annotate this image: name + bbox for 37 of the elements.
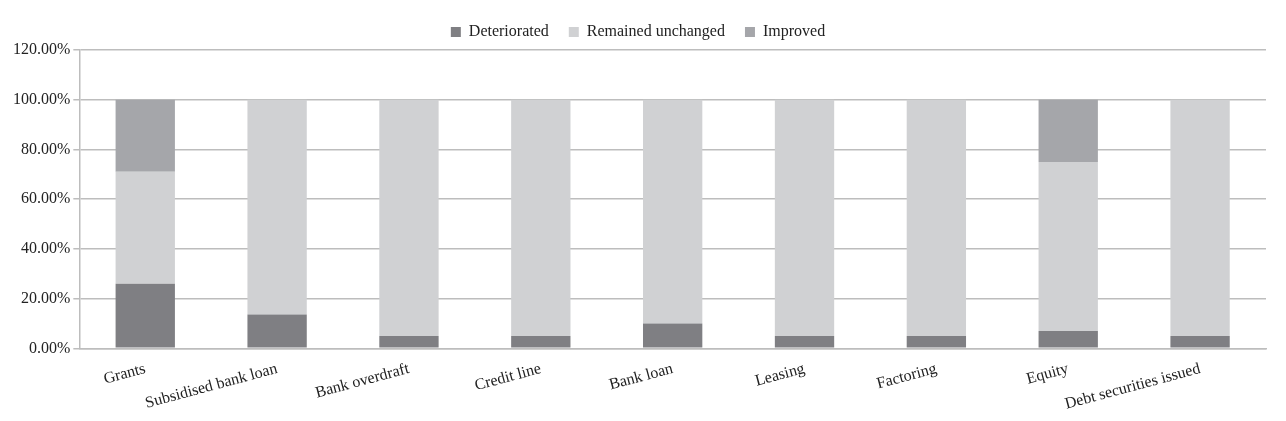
y-tick-label: 20.00% — [21, 288, 71, 306]
bar — [906, 335, 967, 348]
bar — [379, 99, 439, 336]
bar — [247, 99, 307, 315]
x-tick-label: Factoring — [874, 359, 939, 393]
y-tick-label: 120.00% — [13, 40, 71, 58]
bar — [1170, 335, 1230, 348]
x-tick-label: Credit line — [472, 359, 543, 394]
y-tick-label: 0.00% — [29, 338, 71, 356]
bar — [774, 335, 835, 348]
legend-label: Improved — [762, 22, 826, 41]
x-tick-label: Equity — [1024, 359, 1071, 388]
bar — [511, 99, 571, 336]
bar — [1038, 99, 1098, 162]
bar — [1038, 330, 1098, 348]
bar — [906, 99, 967, 336]
y-tick-label: 40.00% — [21, 239, 71, 257]
bar — [1170, 99, 1230, 336]
bar — [115, 171, 175, 284]
bar — [1038, 161, 1098, 331]
x-tick-label: Bank loan — [607, 359, 675, 393]
y-tick-label: 80.00% — [21, 139, 71, 157]
legend-label: Remained unchanged — [586, 22, 725, 41]
bar — [643, 99, 703, 324]
bar — [379, 335, 439, 348]
y-tick-label: 60.00% — [21, 189, 71, 207]
bar — [774, 99, 835, 336]
x-tick-label: Leasing — [753, 359, 807, 390]
bar — [511, 335, 571, 348]
bar — [115, 283, 175, 348]
legend-label: Deteriorated — [468, 22, 549, 40]
y-tick-label: 100.00% — [13, 89, 71, 107]
x-tick-label: Bank overdraft — [313, 359, 412, 401]
bar — [247, 314, 307, 348]
x-tick-label: Grants — [101, 359, 148, 387]
bar — [643, 323, 703, 348]
bar — [115, 99, 175, 172]
